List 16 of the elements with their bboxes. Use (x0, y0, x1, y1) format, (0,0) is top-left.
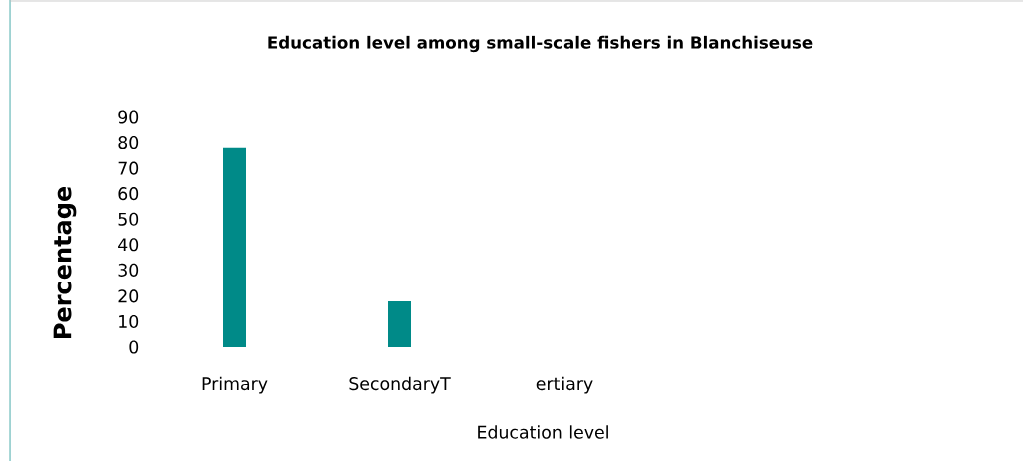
y-tick-label: 70 (118, 161, 139, 175)
y-axis-title: Percentage (53, 186, 77, 339)
chart-title: Education level among small-scale fishers in Blanchiseuse (268, 35, 813, 53)
x-axis-title: Education level (478, 425, 608, 439)
x-tick-label: Primary (202, 376, 268, 394)
y-tick-label: 90 (118, 110, 139, 124)
x-tick-label: SecondaryT (349, 376, 451, 394)
y-tick-label: 40 (118, 238, 139, 252)
y-tick-label: 80 (118, 136, 139, 150)
x-tick-label: ertiary (536, 376, 593, 394)
y-tick-label: 60 (118, 187, 139, 201)
y-tick-label: 0 (129, 340, 139, 354)
y-tick-label: 20 (118, 289, 139, 303)
y-tick-label: 10 (119, 314, 139, 328)
y-tick-label: 30 (118, 263, 139, 277)
y-tick-label: 50 (118, 212, 139, 226)
